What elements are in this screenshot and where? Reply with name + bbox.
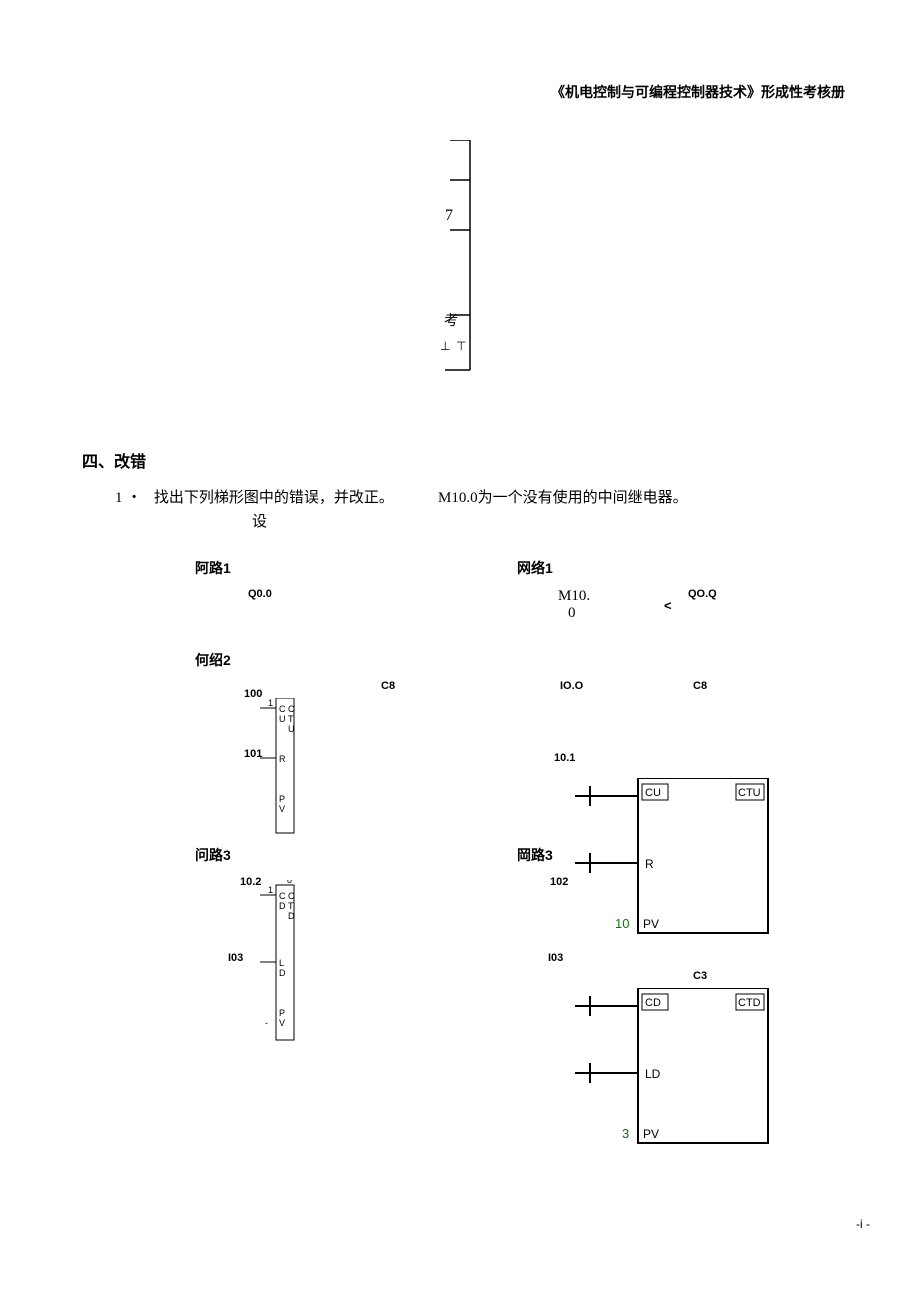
left-net1-title: 阿路1 [195, 558, 231, 578]
question-row: 1 ・ 找出下列梯形图中的错误，并改正。 M10.0为一个没有使用的中间继电器。 [115, 486, 815, 507]
svg-text:P: P [279, 1008, 285, 1018]
left-net3-title: 问路3 [195, 845, 231, 865]
svg-text:⊥: ⊥ [440, 339, 450, 353]
svg-text:CTD: CTD [738, 997, 761, 1009]
svg-text:-: - [265, 1018, 268, 1028]
svg-text:U: U [279, 714, 286, 724]
svg-text:CD: CD [645, 997, 661, 1009]
svg-text:CU: CU [645, 787, 661, 799]
right-ctu-diagram: CU CTU R PV 10 [560, 778, 780, 938]
svg-text:PV: PV [643, 917, 659, 931]
svg-text:8: 8 [287, 880, 292, 885]
right-i02-label: 102 [550, 876, 568, 888]
right-ctd-diagram: CD CTD LD PV 3 [560, 988, 780, 1148]
svg-text:R: R [645, 857, 654, 871]
left-q00-label: Q0.0 [248, 588, 272, 600]
svg-text:P: P [279, 794, 285, 804]
right-net3-title: 岡路3 [517, 845, 553, 865]
right-lt-symbol: < [664, 598, 672, 613]
left-ctd-diagram: 8 1 C C D T D L D P V - [260, 880, 300, 1045]
right-c8-label: C8 [693, 680, 707, 692]
right-i03-label: I03 [548, 952, 563, 964]
svg-text:D: D [279, 901, 286, 911]
svg-text:C: C [288, 704, 295, 714]
page-header: 《机电控制与可编程控制器技术》形成性考核册 [551, 82, 845, 102]
svg-text:LD: LD [645, 1067, 661, 1081]
svg-text:1: 1 [268, 885, 273, 895]
svg-text:D: D [279, 968, 286, 978]
svg-text:T: T [288, 714, 294, 724]
svg-text:CTU: CTU [738, 787, 761, 799]
svg-text:7: 7 [445, 207, 453, 224]
question-she: 设 [252, 510, 267, 531]
page-footer: -i - [856, 1217, 870, 1231]
svg-text:PV: PV [643, 1127, 659, 1141]
svg-text:L: L [279, 958, 284, 968]
right-net1-title: 网络1 [517, 558, 553, 578]
svg-text:考: 考 [444, 312, 458, 328]
svg-text:D: D [288, 911, 295, 921]
right-c3-label: C3 [693, 970, 707, 982]
left-net2-title: 何绍2 [195, 650, 231, 670]
svg-text:V: V [279, 1018, 285, 1028]
svg-text:C: C [279, 891, 286, 901]
svg-text:C: C [279, 704, 286, 714]
svg-text:U: U [288, 724, 295, 734]
svg-text:⊤: ⊤ [456, 339, 466, 353]
right-ioo-label: IO.O [560, 680, 583, 692]
svg-text:10: 10 [615, 916, 629, 931]
question-hint: M10.0为一个没有使用的中间继电器。 [438, 486, 688, 507]
question-number: 1 [115, 490, 123, 507]
top-diagram-fragment: 7 考 ⊥ ⊤ [440, 140, 480, 380]
svg-text:R: R [279, 754, 286, 764]
section-title: 四、改错 [82, 448, 146, 472]
left-i02-label: 10.2 [240, 876, 261, 888]
left-ctu-diagram: 1 C C U T U R P V [260, 698, 300, 838]
right-m10-label: M10.0 [558, 588, 590, 622]
left-i03-label: I03 [228, 952, 243, 964]
question-text: 找出下列梯形图中的错误，并改正。 [154, 486, 394, 507]
right-q0q-label: QO.Q [688, 588, 717, 600]
right-i01-label: 10.1 [554, 752, 575, 764]
left-c8-label: C8 [381, 680, 395, 692]
question-dot: ・ [127, 489, 142, 506]
svg-text:C: C [288, 891, 295, 901]
svg-text:3: 3 [622, 1126, 629, 1141]
svg-text:V: V [279, 804, 285, 814]
svg-text:T: T [288, 901, 294, 911]
svg-text:1: 1 [268, 698, 273, 708]
